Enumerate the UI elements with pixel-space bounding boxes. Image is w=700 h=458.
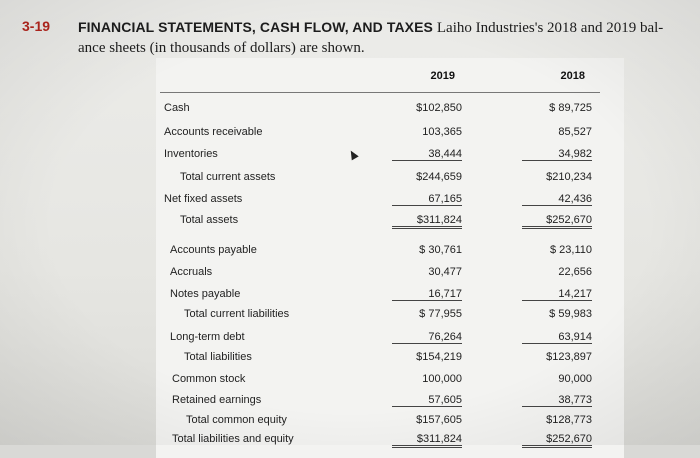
row-label-net-fixed-assets: Net fixed assets bbox=[164, 193, 243, 205]
row-label-common-stock: Common stock bbox=[172, 373, 246, 385]
row-label-accounts-receivable: Accounts receivable bbox=[164, 126, 263, 138]
cell-accounts-payable-2019: $ 30,761 bbox=[419, 244, 462, 256]
balance-sheet-table bbox=[156, 58, 624, 458]
cell-total-liabilities-and-equity-2018: $252,670 bbox=[522, 433, 592, 448]
cell-total-assets-2019: $311,824 bbox=[392, 214, 462, 229]
column-header-2019: 2019 bbox=[430, 70, 455, 82]
cell-total-common-equity-2018: $128,773 bbox=[546, 414, 592, 426]
row-label-total-current-liabilities: Total current liabilities bbox=[184, 308, 290, 320]
cell-total-liabilities-2019: $154,219 bbox=[416, 351, 462, 363]
problem-title: FINANCIAL STATEMENTS, CASH FLOW, AND TAX… bbox=[78, 19, 433, 35]
cell-notes-payable-2018: 14,217 bbox=[522, 288, 592, 301]
row-label-total-current-assets: Total current assets bbox=[180, 171, 276, 183]
problem-heading: FINANCIAL STATEMENTS, CASH FLOW, AND TAX… bbox=[78, 18, 688, 58]
cell-cash-2019: $102,850 bbox=[416, 102, 462, 114]
problem-number: 3-19 bbox=[22, 18, 51, 34]
cell-retained-earnings-2019: 57,605 bbox=[392, 394, 462, 407]
cell-net-fixed-assets-2018: 42,436 bbox=[522, 193, 592, 206]
row-label-cash: Cash bbox=[164, 102, 190, 114]
row-label-retained-earnings: Retained earnings bbox=[172, 394, 262, 406]
cell-accounts-receivable-2019: 103,365 bbox=[422, 126, 462, 138]
cell-total-current-assets-2019: $244,659 bbox=[416, 171, 462, 183]
row-label-accruals: Accruals bbox=[170, 266, 213, 278]
row-label-total-liabilities-and-equity: Total liabilities and equity bbox=[172, 433, 294, 445]
cell-net-fixed-assets-2019: 67,165 bbox=[392, 193, 462, 206]
header-divider bbox=[160, 92, 600, 93]
problem-text-line1: Laiho Industries's 2018 and 2019 bal- bbox=[436, 20, 664, 36]
cell-total-assets-2018: $252,670 bbox=[522, 214, 592, 229]
cell-total-common-equity-2019: $157,605 bbox=[416, 414, 462, 426]
cell-accruals-2018: 22,656 bbox=[558, 266, 592, 278]
cell-total-liabilities-2018: $123,897 bbox=[546, 351, 592, 363]
cell-retained-earnings-2018: 38,773 bbox=[522, 394, 592, 407]
row-label-notes-payable: Notes payable bbox=[170, 288, 241, 300]
row-label-inventories: Inventories bbox=[164, 148, 218, 160]
cell-accruals-2019: 30,477 bbox=[428, 266, 462, 278]
cell-long-term-debt-2019: 76,264 bbox=[392, 331, 462, 344]
row-label-long-term-debt: Long-term debt bbox=[170, 331, 245, 343]
cell-total-liabilities-and-equity-2019: $311,824 bbox=[392, 433, 462, 448]
cell-long-term-debt-2018: 63,914 bbox=[522, 331, 592, 344]
problem-text-line2: ance sheets (in thousands of dollars) ar… bbox=[78, 40, 365, 56]
row-label-accounts-payable: Accounts payable bbox=[170, 244, 257, 256]
cell-common-stock-2018: 90,000 bbox=[558, 373, 592, 385]
row-label-total-liabilities: Total liabilities bbox=[184, 351, 252, 363]
cell-notes-payable-2019: 16,717 bbox=[392, 288, 462, 301]
row-label-total-common-equity: Total common equity bbox=[186, 414, 287, 426]
cell-total-current-assets-2018: $210,234 bbox=[546, 171, 592, 183]
cell-inventories-2018: 34,982 bbox=[522, 148, 592, 161]
column-header-2018: 2018 bbox=[560, 70, 585, 82]
row-label-total-assets: Total assets bbox=[180, 214, 239, 226]
cell-accounts-payable-2018: $ 23,110 bbox=[549, 244, 592, 256]
cell-accounts-receivable-2018: 85,527 bbox=[558, 126, 592, 138]
cell-common-stock-2019: 100,000 bbox=[422, 373, 462, 385]
cell-cash-2018: $ 89,725 bbox=[549, 102, 592, 114]
cell-inventories-2019: 38,444 bbox=[392, 148, 462, 161]
cell-total-current-liabilities-2019: $ 77,955 bbox=[419, 308, 462, 320]
cell-total-current-liabilities-2018: $ 59,983 bbox=[549, 308, 592, 320]
